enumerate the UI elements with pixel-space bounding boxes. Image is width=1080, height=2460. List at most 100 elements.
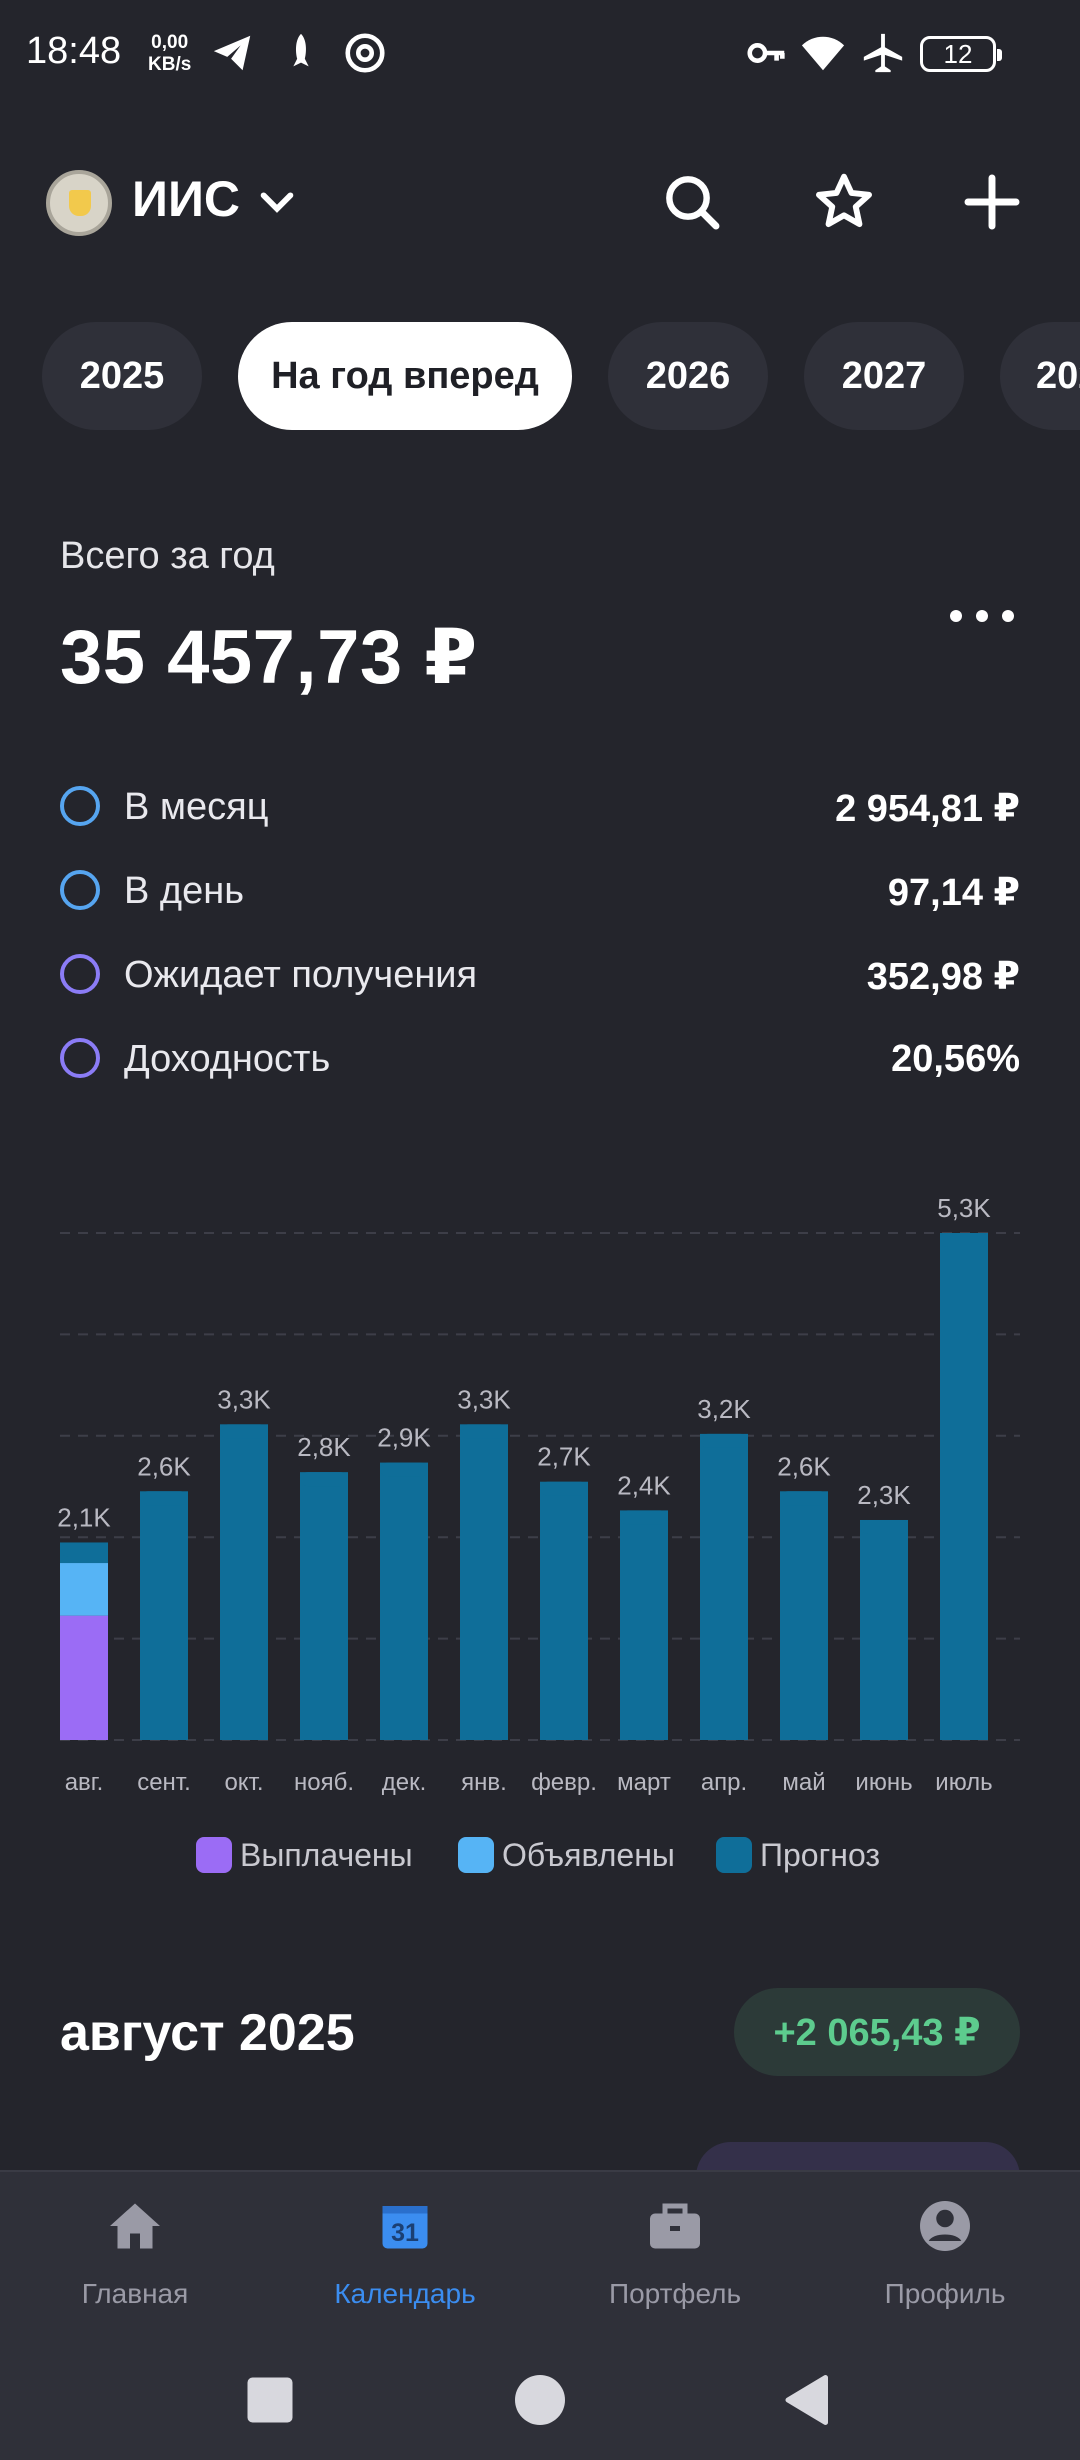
bar-cap — [380, 1462, 428, 1477]
x-tick-label: март — [617, 1769, 671, 1796]
broker-logo-icon — [46, 170, 112, 236]
bar-forecast[interactable] — [380, 1462, 428, 1740]
stat-row-yield: Доходность 20,56% — [60, 1028, 1020, 1088]
chevron-down-icon[interactable] — [254, 180, 300, 226]
bar-paid[interactable] — [60, 1615, 108, 1740]
bar-cap — [140, 1491, 188, 1506]
stat-row-monthly: В месяц 2 954,81 ₽ — [60, 776, 1020, 836]
bar-cap — [620, 1510, 668, 1525]
bar-cap — [540, 1481, 588, 1496]
x-tick-label: май — [782, 1769, 825, 1796]
x-tick-label: сент. — [137, 1769, 191, 1796]
system-navigation-bar — [0, 2340, 1080, 2460]
bar-data-label: 3,3K — [217, 1384, 271, 1414]
bar-data-label: 2,4K — [617, 1470, 671, 1500]
tab-2026[interactable]: 2026 — [608, 322, 768, 430]
bar-data-label: 2,6K — [137, 1451, 191, 1481]
bar-forecast[interactable] — [620, 1510, 668, 1740]
account-title[interactable]: ИИС — [132, 171, 240, 227]
nav-calendar[interactable]: 31 Календарь — [270, 2172, 540, 2342]
x-tick-label: июль — [935, 1769, 992, 1796]
tab-2027[interactable]: 2027 — [804, 322, 964, 430]
home-icon — [110, 2203, 160, 2249]
dividend-chart-svg: 2,1K авг. 2,6K сент. 3,3K окт. 2,8K нояб. 2,9K де… — [57, 1193, 1020, 1796]
year-tabs: 2025 На год вперед 2026 2027 2028 — [0, 322, 1080, 432]
bar-cap — [700, 1433, 748, 1448]
status-time: 18:48 — [26, 30, 122, 72]
bar-forecast[interactable] — [220, 1424, 268, 1740]
tab-year-ahead[interactable]: На год вперед — [238, 322, 572, 430]
bar-data-label: 2,7K — [537, 1442, 591, 1472]
x-tick-label: февр. — [531, 1769, 597, 1796]
bar-forecast[interactable] — [300, 1472, 348, 1740]
bar-forecast[interactable] — [860, 1519, 908, 1740]
bar-data-label: 2,8K — [297, 1432, 351, 1462]
bar-cap — [460, 1424, 508, 1439]
search-icon[interactable] — [660, 170, 724, 234]
bar-forecast[interactable] — [540, 1481, 588, 1740]
nav-home[interactable]: Главная — [0, 2172, 270, 2342]
bar-cap — [780, 1491, 828, 1506]
x-tick-label: окт. — [224, 1769, 263, 1796]
star-icon[interactable] — [812, 170, 876, 234]
stat-row-daily: В день 97,14 ₽ — [60, 860, 1020, 920]
briefcase-icon — [650, 2203, 700, 2249]
bar-cap — [60, 1542, 108, 1557]
stat-row-pending: Ожидает получения 352,98 ₽ — [60, 944, 1020, 1004]
tab-2025[interactable]: 2025 — [42, 322, 202, 430]
at-sign-icon — [345, 33, 385, 73]
circle-icon — [60, 870, 100, 910]
battery-indicator: 12 — [920, 36, 1002, 72]
vpn-key-icon — [747, 43, 785, 63]
circle-icon — [60, 786, 100, 826]
bar-forecast[interactable] — [140, 1491, 188, 1740]
rocket-icon — [293, 33, 309, 67]
bar-data-label: 2,6K — [777, 1451, 831, 1481]
chart-legend: Выплачены Объявлены Прогноз — [0, 1830, 1080, 1880]
legend-item-announced[interactable]: Объявлены — [458, 1830, 675, 1880]
status-bar: 18:48 0,00 KB/s 12 — [0, 0, 1080, 110]
calendar-icon: 31 — [382, 2206, 428, 2249]
legend-swatch-announced — [458, 1837, 494, 1873]
total-label: Всего за год — [60, 535, 275, 577]
network-speed: 0,00 KB/s — [148, 32, 192, 75]
app-header: ИИС — [0, 150, 1080, 250]
tab-2028[interactable]: 2028 — [1000, 322, 1080, 430]
add-icon[interactable] — [960, 170, 1024, 234]
circle-icon — [60, 954, 100, 994]
month-title: август 2025 — [60, 2004, 355, 2062]
telegram-icon — [213, 35, 251, 71]
bar-forecast[interactable] — [460, 1424, 508, 1740]
home-button-icon[interactable] — [510, 2370, 570, 2430]
x-tick-label: дек. — [382, 1769, 427, 1796]
bar-data-label: 2,3K — [857, 1480, 911, 1510]
more-options-icon[interactable] — [946, 600, 1018, 632]
bar-data-label: 5,3K — [937, 1193, 991, 1223]
bar-cap — [860, 1519, 908, 1534]
bar-forecast[interactable] — [700, 1433, 748, 1740]
x-tick-label: янв. — [461, 1769, 507, 1796]
bar-forecast[interactable] — [780, 1491, 828, 1740]
legend-item-forecast[interactable]: Прогноз — [716, 1830, 880, 1880]
bar-cap — [220, 1424, 268, 1439]
x-tick-label: нояб. — [294, 1769, 354, 1796]
calendar-day-number: 31 — [391, 2219, 419, 2247]
month-total-badge: +2 065,43 ₽ — [734, 1988, 1020, 2076]
bar-data-label: 2,9K — [377, 1423, 431, 1453]
airplane-icon — [863, 33, 903, 73]
profile-icon — [920, 2201, 970, 2251]
bar-cap — [940, 1233, 988, 1247]
legend-item-paid[interactable]: Выплачены — [196, 1830, 413, 1880]
legend-swatch-forecast — [716, 1837, 752, 1873]
total-value: 35 457,73 ₽ — [60, 615, 478, 700]
bar-forecast[interactable] — [940, 1233, 988, 1740]
x-tick-label: авг. — [65, 1769, 104, 1796]
recents-icon[interactable] — [240, 2370, 300, 2430]
wifi-icon — [801, 36, 845, 71]
nav-profile[interactable]: Профиль — [810, 2172, 1080, 2342]
bar-announced[interactable] — [60, 1563, 108, 1616]
circle-icon — [60, 1038, 100, 1078]
nav-portfolio[interactable]: Портфель — [540, 2172, 810, 2342]
x-tick-label: апр. — [701, 1769, 747, 1796]
back-icon[interactable] — [778, 2370, 838, 2430]
